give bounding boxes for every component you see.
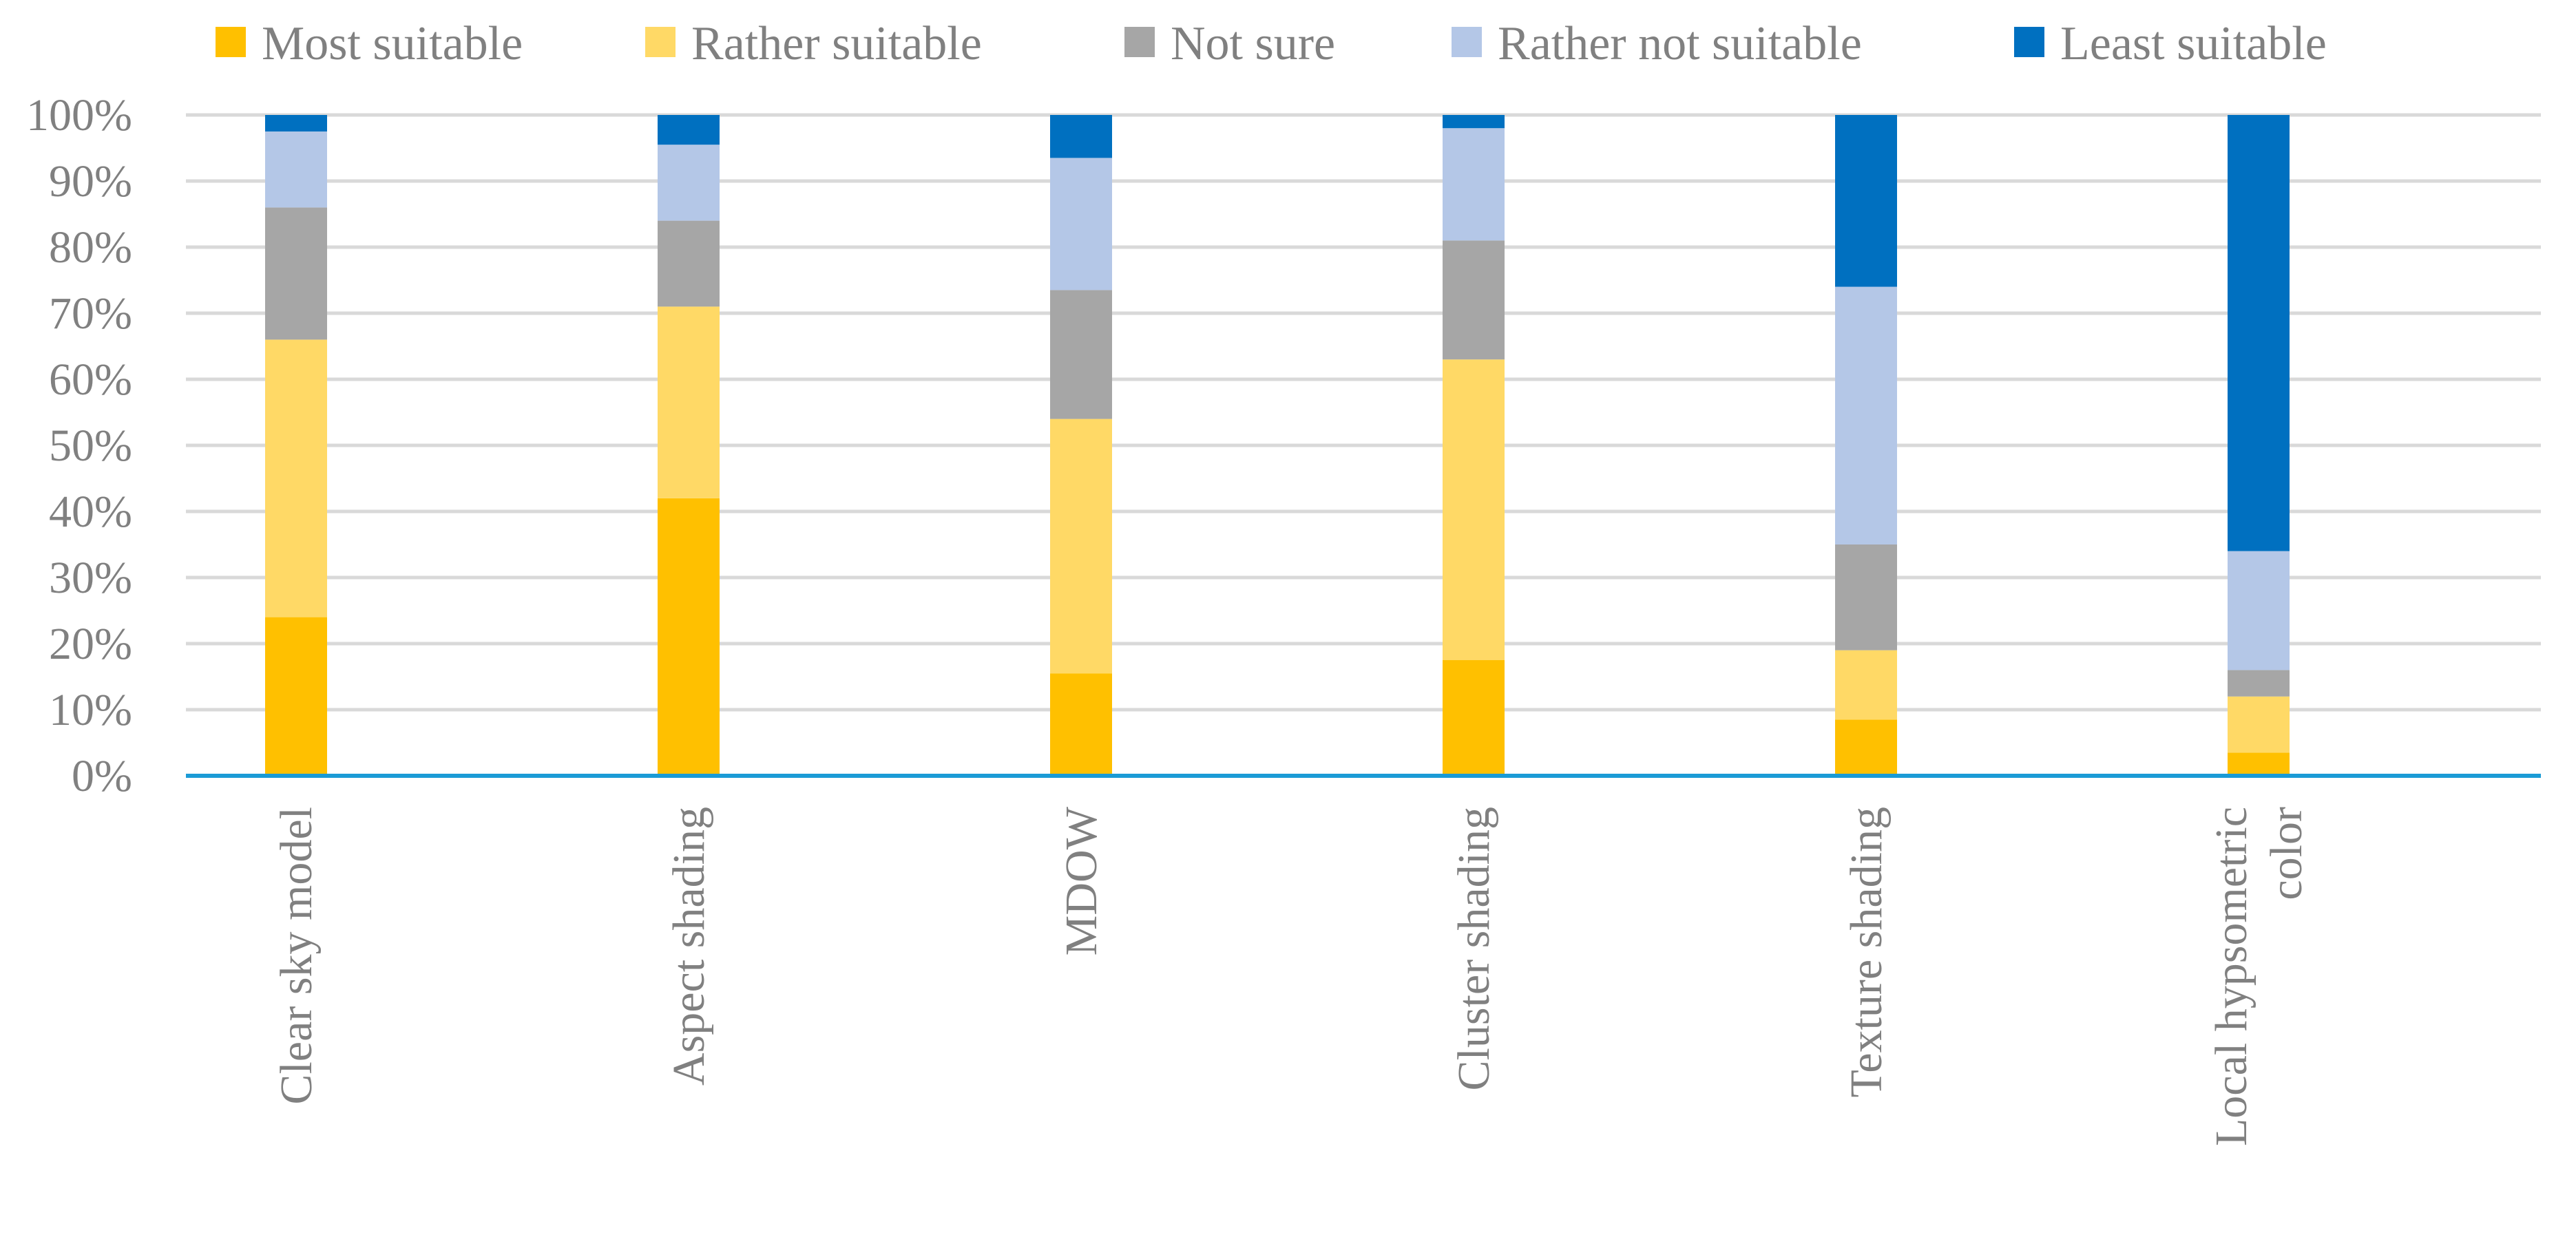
bar-segment [265, 339, 327, 617]
legend-swatch [2014, 27, 2044, 57]
bar-segment [1835, 650, 1897, 720]
x-category-label: Local hypsometric color [2206, 807, 2312, 1146]
bar-segment [1443, 240, 1505, 360]
bar-segment [658, 145, 720, 221]
legend-swatch [1452, 27, 1482, 57]
legend-label: Rather not suitable [1498, 17, 1862, 70]
x-category-label: MDOW [1056, 806, 1107, 955]
y-tick-label: 40% [49, 487, 132, 537]
y-axis: 0% 10% 20% 30% 40% 50% 60% 70% 80% 90% 100% [26, 90, 132, 801]
legend-label: Most suitable [262, 17, 523, 70]
bar-segment [1050, 115, 1112, 158]
y-tick-label: 60% [49, 355, 132, 405]
legend-swatch [1124, 27, 1155, 57]
y-tick-label: 20% [49, 619, 132, 669]
legend-label: Least suitable [2060, 17, 2327, 70]
bar-segment [658, 498, 720, 776]
bar-segment [265, 131, 327, 208]
bars [265, 115, 2290, 776]
x-category-label: Texture shading [1841, 807, 1892, 1097]
legend-swatch [216, 27, 246, 57]
bar-segment [1443, 660, 1505, 776]
x-category-label: Cluster shading [1449, 807, 1499, 1090]
y-tick-label: 100% [26, 90, 132, 140]
y-tick-label: 70% [49, 288, 132, 339]
bar-segment [265, 115, 327, 131]
bar-segment [1050, 673, 1112, 776]
bar-segment [1050, 290, 1112, 419]
legend-label: Rather suitable [691, 17, 982, 70]
bar-segment [265, 617, 327, 776]
y-tick-label: 10% [49, 685, 132, 735]
gridlines [186, 113, 2541, 712]
bar-segment [2228, 551, 2290, 670]
legend-swatch [645, 27, 676, 57]
bar-segment [1443, 128, 1505, 241]
bar-segment [658, 115, 720, 145]
bar-segment [658, 220, 720, 307]
bar-segment [1050, 419, 1112, 674]
y-tick-label: 80% [49, 222, 132, 273]
y-tick-label: 0% [72, 751, 132, 801]
bar-segment [1835, 286, 1897, 544]
x-category-label: Clear sky model [271, 807, 322, 1105]
bar-segment [2228, 115, 2290, 551]
bar-segment [1443, 115, 1505, 129]
bar-segment [1443, 359, 1505, 660]
bar-segment [1835, 544, 1897, 651]
bar-segment [1050, 158, 1112, 290]
bar-segment [1835, 719, 1897, 776]
bar-segment [2228, 670, 2290, 697]
y-tick-label: 30% [49, 553, 132, 603]
bar-segment [2228, 752, 2290, 776]
bar-segment [1835, 115, 1897, 287]
bar-segment [658, 306, 720, 498]
x-category-label: Aspect shading [664, 807, 714, 1086]
bar-segment [265, 207, 327, 340]
bar-segment [2228, 696, 2290, 753]
x-axis-labels: Clear sky model Aspect shading MDOW Cluster… [271, 806, 2312, 1146]
y-tick-label: 50% [49, 421, 132, 471]
legend: Most suitable Rather suitable Not sure Rath… [216, 17, 2327, 70]
legend-label: Not sure [1171, 17, 1335, 70]
y-tick-label: 90% [49, 156, 132, 207]
